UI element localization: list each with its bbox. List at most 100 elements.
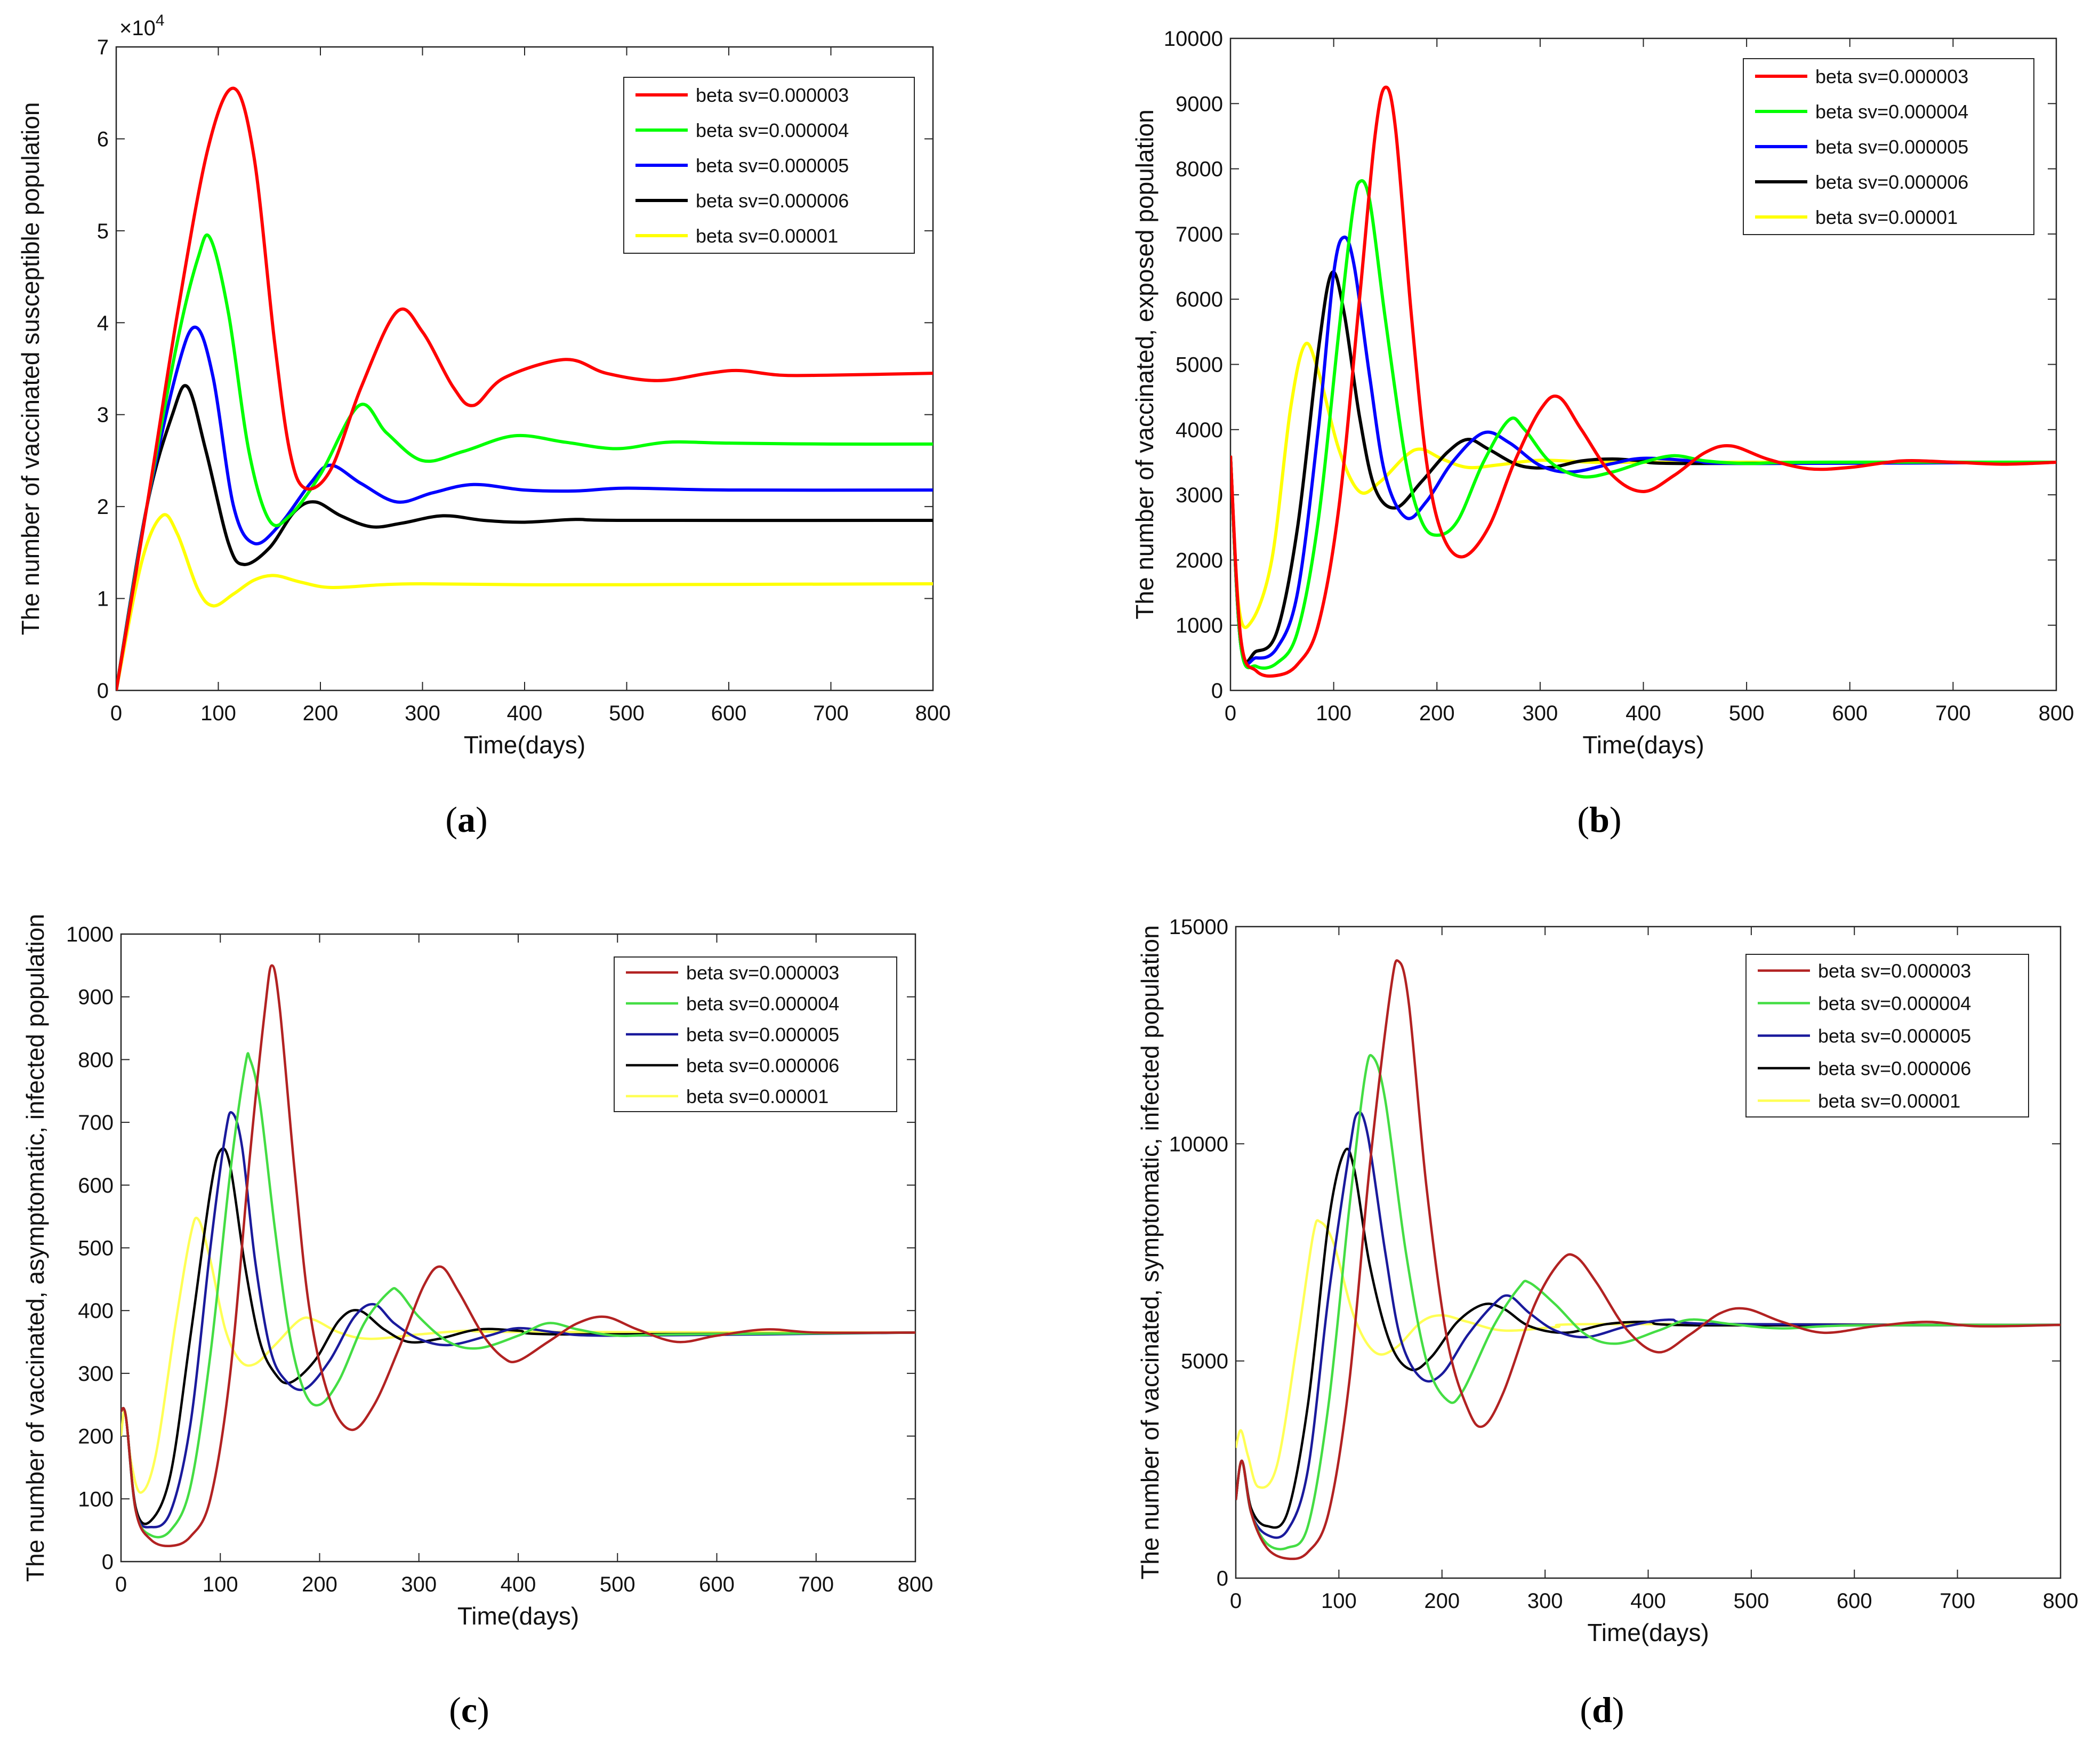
series-group [1230,85,2056,678]
y-tick-label: 6 [97,127,109,151]
y-tick-label: 1000 [1176,614,1223,638]
y-tick-label: 0 [1211,679,1223,703]
series-line-4 [116,384,933,690]
legend-entry-2: beta sv=0.000004 [696,119,849,141]
legend-entry-5: beta sv=0.00001 [686,1085,828,1107]
x-axis-label: Time(days) [457,1602,579,1630]
x-tick-label: 200 [302,1573,337,1596]
x-tick-label: 100 [203,1573,238,1596]
caption-close: ) [477,1690,489,1730]
legend-entry-4: beta sv=0.000006 [686,1055,839,1076]
legend-entry-1: beta sv=0.000003 [686,962,839,984]
caption-close: ) [1612,1690,1624,1730]
x-tick-label: 0 [110,702,122,725]
series-line-3 [121,1111,915,1529]
series-line-5 [1230,342,2056,629]
legend-entry-4: beta sv=0.000006 [1818,1058,1971,1080]
caption-close: ) [476,799,488,840]
x-tick-label: 500 [1729,702,1765,725]
series-line-1 [121,964,915,1548]
y-tick-label: 2000 [1176,549,1223,572]
x-tick-label: 400 [1626,702,1661,725]
x-tick-label: 500 [600,1573,635,1596]
y-tick-label: 10000 [1164,27,1223,51]
x-tick-label: 600 [1832,702,1868,725]
series-group [121,964,915,1548]
panel-caption: (d) [1580,1690,1624,1730]
series-line-4 [1230,270,2056,664]
x-tick-label: 300 [1527,1589,1563,1613]
caption-letter: d [1592,1690,1612,1730]
y-tick-label: 15000 [1169,915,1228,939]
x-tick-label: 700 [1940,1589,1975,1613]
x-tick-label: 600 [711,702,747,725]
legend-entry-5: beta sv=0.00001 [696,225,838,247]
x-tick-label: 700 [798,1573,834,1596]
caption-open: ( [1577,799,1589,840]
caption-letter: a [457,799,476,840]
legend: beta sv=0.000003 beta sv=0.000004 beta sv=… [1743,58,2034,235]
panel-caption: (a) [445,799,487,840]
x-tick-label: 100 [1316,702,1351,725]
y-tick-label: 6000 [1176,288,1223,311]
legend-entry-2: beta sv=0.000004 [1818,993,1971,1015]
y-tick-label: 3 [97,404,109,427]
x-tick-label: 500 [609,702,645,725]
series-line-5 [1236,1219,2061,1489]
x-tick-label: 700 [813,702,849,725]
series-line-3 [1236,1111,2061,1539]
x-tick-label: 800 [2039,702,2074,725]
series-line-2 [1230,179,2056,670]
x-tick-label: 600 [1837,1589,1872,1613]
x-tick-label: 700 [1935,702,1971,725]
legend-entry-1: beta sv=0.000003 [1818,960,1971,982]
x-tick-label: 500 [1734,1589,1769,1613]
chart-panel-d: 0 100 200 300 400 500 600 700 800 0 5000 10000 15000… [1136,915,2078,1730]
x-tick-label: 300 [405,702,440,725]
x-tick-label: 400 [501,1573,536,1596]
x-tick-label: 800 [898,1573,934,1596]
chart-panel-c: 0 100 200 300 400 500 600 700 800 0 100 200 300 400 50… [21,914,933,1730]
caption-letter: b [1589,799,1610,840]
series-line-1 [116,86,933,690]
caption-close: ) [1610,799,1622,840]
x-tick-label: 800 [915,702,951,725]
x-tick-label: 100 [200,702,236,725]
series-line-1 [1236,959,2061,1561]
legend-entry-3: beta sv=0.000005 [696,155,849,176]
legend: beta sv=0.000003 beta sv=0.000004 beta sv=… [614,956,897,1112]
y-tick-label: 400 [78,1299,114,1323]
series-line-3 [116,325,933,690]
x-tick-label: 800 [2043,1589,2079,1613]
y-tick-label: 700 [78,1111,114,1135]
x-tick-label: 600 [699,1573,735,1596]
x-tick-label: 0 [1230,1589,1242,1613]
series-group [1236,959,2061,1561]
y-tick-label: 3000 [1176,484,1223,507]
legend: beta sv=0.000003 beta sv=0.000004 beta sv=… [1745,954,2029,1117]
y-tick-label: 10000 [1169,1132,1228,1156]
caption-open: ( [445,799,457,840]
x-tick-label: 0 [115,1573,127,1596]
x-axis-label: Time(days) [1587,1619,1709,1646]
x-tick-label: 300 [401,1573,437,1596]
legend-entry-2: beta sv=0.000004 [1815,101,1968,123]
y-tick-label: 0 [97,679,109,703]
y-tick-label: 5000 [1176,353,1223,377]
legend-entry-5: beta sv=0.00001 [1818,1090,1960,1112]
y-tick-label: 9000 [1176,92,1223,116]
y-tick-label: 7 [97,36,109,59]
x-tick-label: 200 [1424,1589,1460,1613]
series-line-2 [1236,1054,2061,1550]
legend-entry-5: beta sv=0.00001 [1815,206,1958,228]
x-axis-label: Time(days) [464,731,585,759]
y-tick-label: 5000 [1181,1350,1228,1373]
y-tick-label: 2 [97,495,109,519]
legend: beta sv=0.000003 beta sv=0.000004 beta sv=… [623,77,915,254]
legend-entry-1: beta sv=0.000003 [1815,66,1968,87]
series-line-2 [116,233,933,690]
y-tick-label: 800 [78,1048,114,1072]
legend-entry-2: beta sv=0.000004 [686,993,839,1015]
y-tick-label: 4 [97,311,109,335]
chart-panel-b: 0 100 200 300 400 500 600 700 800010002000300040… [1131,27,2074,840]
